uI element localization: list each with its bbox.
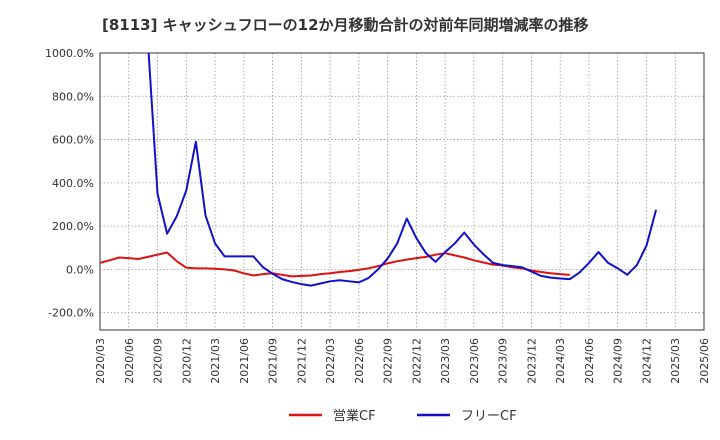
x-tick-label: 2021/06 [238, 338, 251, 384]
y-tick-label: 1000.0% [45, 47, 94, 60]
x-tick-label: 2021/09 [267, 338, 280, 384]
x-tick-label: 2024/03 [554, 338, 567, 384]
y-tick-label: 200.0% [52, 220, 94, 233]
legend-label-free-cf: フリーCF [461, 409, 517, 424]
plot-frame [99, 52, 705, 331]
x-tick-label: 2021/12 [295, 338, 308, 384]
x-tick-label: 2022/09 [382, 338, 395, 384]
y-tick-label: 600.0% [52, 134, 94, 147]
x-tick-label: 2021/03 [209, 338, 222, 384]
y-tick-label: 800.0% [52, 90, 94, 103]
chart-title: [8113] キャッシュフローの12か月移動合計の対前年同期増減率の推移 [102, 16, 589, 34]
x-tick-label: 2022/06 [353, 338, 366, 384]
x-axis-ticks: 2020/03 2020/06 2020/09 2020/12 2021/03 2021/… [94, 338, 711, 384]
x-tick-label: 2024/06 [583, 338, 596, 384]
x-tick-label: 2023/12 [525, 338, 538, 384]
x-tick-label: 2022/03 [324, 338, 337, 384]
x-tick-label: 2022/12 [410, 338, 423, 384]
x-tick-label: 2025/06 [698, 338, 711, 384]
legend-label-operating-cf: 営業CF [333, 408, 376, 424]
legend: 営業CF フリーCF [289, 408, 517, 424]
series-layer [100, 41, 658, 287]
x-tick-label: 2020/09 [152, 338, 165, 384]
grid-layer [100, 52, 704, 330]
x-tick-label: 2024/12 [640, 338, 653, 384]
y-tick-label: -200.0% [48, 307, 94, 320]
x-tick-label: 2023/09 [497, 338, 510, 384]
x-tick-label: 2020/12 [180, 338, 193, 384]
y-axis-ticks: 1000.0% 800.0% 600.0% 400.0% 200.0% 0.0% -200.… [45, 47, 94, 320]
x-tick-label: 2020/06 [123, 338, 136, 384]
series-line-operating-cf [100, 251, 570, 278]
y-tick-label: 400.0% [52, 177, 94, 190]
x-tick-label: 2024/09 [612, 338, 625, 384]
series-line-free-cf [147, 53, 658, 287]
x-tick-label: 2020/03 [94, 338, 107, 384]
series-points-free-cf [147, 41, 658, 287]
x-tick-label: 2025/03 [669, 338, 682, 384]
y-tick-label: 0.0% [66, 263, 94, 276]
x-tick-label: 2023/06 [468, 338, 481, 384]
x-tick-label: 2023/03 [439, 338, 452, 384]
